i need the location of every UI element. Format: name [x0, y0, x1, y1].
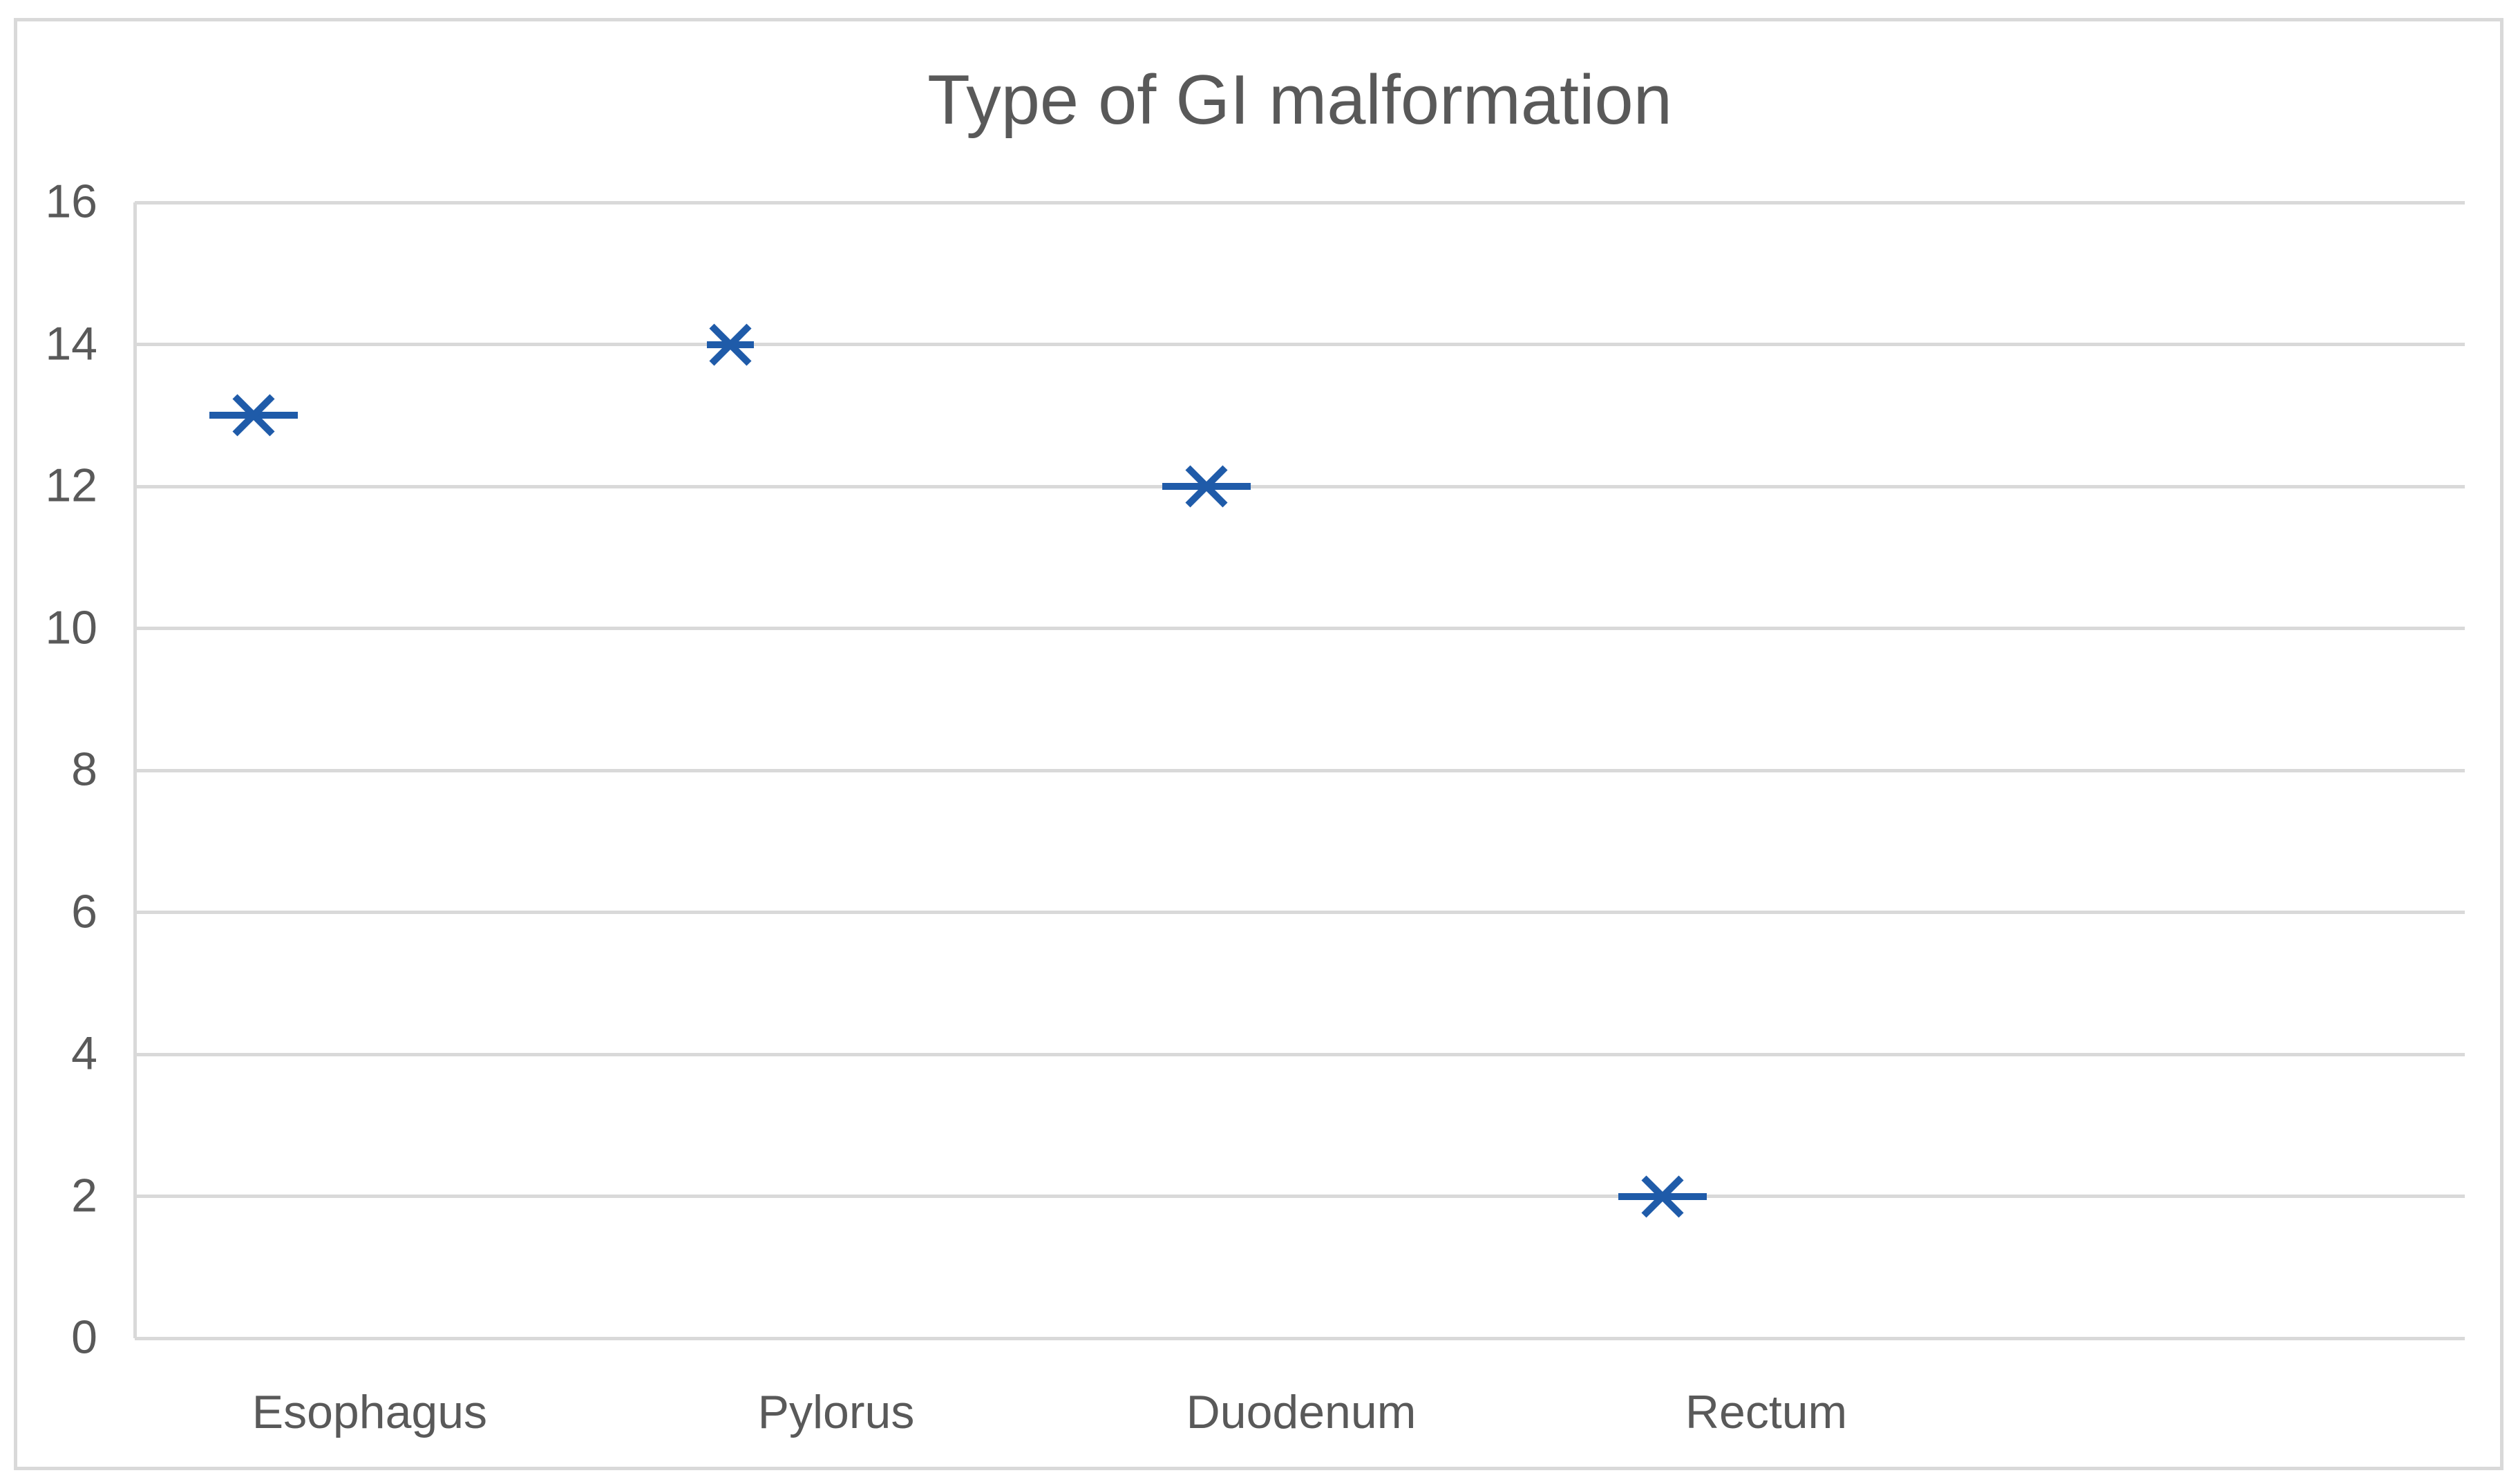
- gridline-y-14: [135, 343, 2465, 346]
- chart-outer-border: [14, 18, 2503, 1470]
- x-category-label-rectum: Rectum: [1685, 1386, 1848, 1438]
- data-point-marker-rectum[interactable]: [1614, 1169, 1711, 1224]
- gridline-y-10: [135, 627, 2465, 630]
- y-tick-label-12: 12: [45, 459, 97, 512]
- chart-title: Type of GI malformation: [927, 61, 1672, 139]
- gridline-y-12: [135, 484, 2465, 488]
- y-tick-label-2: 2: [71, 1168, 97, 1221]
- gridline-y-2: [135, 1195, 2465, 1198]
- y-axis-line: [133, 202, 137, 1338]
- data-point-marker-esophagus[interactable]: [205, 388, 302, 443]
- x-category-label-esophagus: Esophagus: [252, 1386, 488, 1438]
- y-tick-label-4: 4: [71, 1027, 97, 1080]
- data-point-marker-duodenum[interactable]: [1158, 459, 1255, 514]
- x-category-label-duodenum: Duodenum: [1186, 1386, 1417, 1438]
- gridline-y-6: [135, 911, 2465, 914]
- y-tick-label-14: 14: [45, 316, 97, 370]
- y-tick-label-0: 0: [71, 1311, 97, 1364]
- gridline-y-8: [135, 768, 2465, 772]
- gridline-y-4: [135, 1052, 2465, 1056]
- x-category-label-pylorus: Pylorus: [757, 1386, 915, 1438]
- gridline-y-16: [135, 200, 2465, 204]
- y-tick-label-10: 10: [45, 600, 97, 654]
- y-tick-label-6: 6: [71, 884, 97, 938]
- y-tick-label-8: 8: [71, 743, 97, 796]
- data-point-marker-pylorus[interactable]: [703, 317, 758, 372]
- y-tick-label-16: 16: [45, 175, 97, 228]
- x-axis-line: [135, 1336, 2465, 1340]
